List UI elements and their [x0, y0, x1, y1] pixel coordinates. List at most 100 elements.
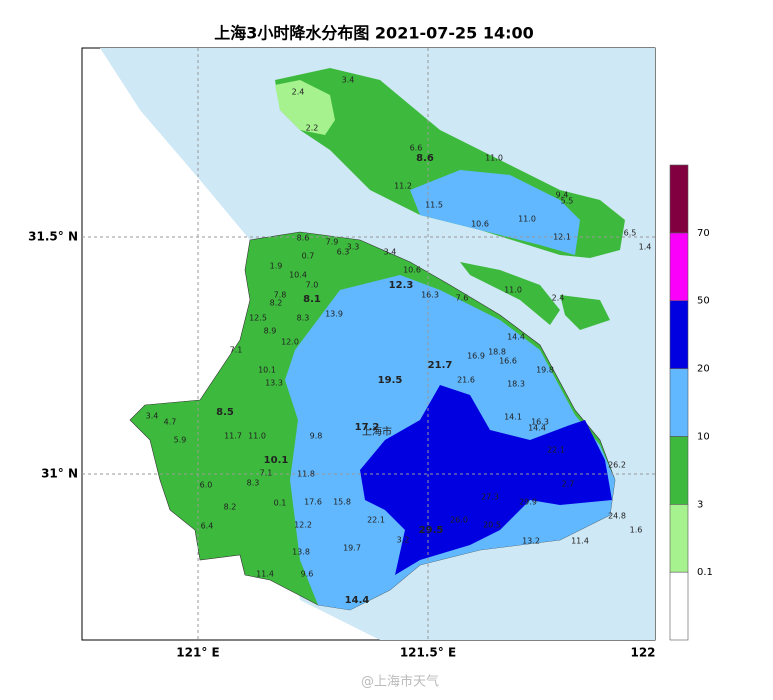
station-value: 9.8	[310, 432, 323, 441]
station-value: 7.6	[456, 294, 469, 303]
colorbar-swatch	[669, 368, 689, 437]
station-value: 5.5	[561, 197, 574, 206]
stations: 3.42.42.26.68.6 11.011.211.59.45.510.611.…	[146, 76, 652, 607]
station-value: 8.9	[264, 327, 277, 336]
station-value: 4.7	[164, 418, 177, 427]
lon-label: 121.5° E	[400, 646, 456, 660]
station-value: 16.3	[421, 291, 439, 300]
station-value: 24.8	[608, 512, 626, 521]
station-value: 9.4	[556, 191, 569, 200]
station-value: 8.2	[224, 503, 237, 512]
station-value: 15.8	[333, 498, 351, 507]
station-value: 3.4	[146, 412, 159, 421]
station-value: 1.6	[630, 526, 643, 535]
station-value: 13.8	[292, 548, 310, 557]
station-value: 2.4	[552, 294, 565, 303]
colorbar-swatch	[669, 232, 689, 302]
station-value: 0.7	[302, 252, 315, 261]
station-value: 6.5	[624, 229, 637, 238]
station-value: 11.4	[571, 537, 589, 546]
island-10-20	[410, 170, 580, 255]
lon-label: 121° E	[176, 646, 219, 660]
station-value: 17.6	[304, 498, 322, 507]
station-value: 21.6	[457, 376, 475, 385]
station-value: 11.2	[394, 182, 412, 191]
graticule	[82, 48, 655, 640]
station-value: 20.5	[483, 521, 501, 530]
station-value: 18.8	[488, 348, 506, 357]
station-value: 3.3	[347, 243, 360, 252]
station-value: 13.9	[325, 310, 343, 319]
station-value: 16.3	[531, 418, 549, 427]
station-value: 17.2	[355, 422, 380, 433]
station-value: 14.4	[507, 333, 525, 342]
station-value: 16.9	[467, 352, 485, 361]
station-value: 8.3	[247, 479, 260, 488]
station-value: 7.9	[326, 238, 339, 247]
station-value: 11.4	[256, 570, 274, 579]
station-value: 8.3	[297, 314, 310, 323]
station-value: 1.4	[639, 243, 652, 252]
station-value: 29.5	[419, 525, 444, 536]
colorbar-swatch	[669, 164, 689, 234]
station-value: 8.6	[297, 234, 310, 243]
changxing-island	[460, 262, 560, 325]
station-value: 12.2	[294, 521, 312, 530]
station-value: 27.3	[481, 493, 499, 502]
station-value: 9.6	[301, 570, 314, 579]
station-value: 21.7	[428, 360, 453, 371]
lat-label: 31° N	[41, 467, 78, 481]
station-value: 6.4	[201, 522, 214, 531]
station-value: 12.1	[553, 233, 571, 242]
station-value: 2.2	[306, 124, 319, 133]
station-value: 7.0	[306, 281, 319, 290]
station-value: 3.4	[342, 76, 355, 85]
station-value: 0.1	[274, 499, 287, 508]
station-value: 8.6	[416, 153, 434, 164]
region-20-50	[360, 385, 612, 575]
station-value: 14.4	[528, 424, 546, 433]
station-value: 14.1	[504, 413, 522, 422]
station-value: 19.5	[378, 375, 403, 386]
colorbar: 0.1 3 10 20 50 70	[669, 164, 713, 641]
station-value: 11.5	[425, 201, 443, 210]
colorbar-swatch	[669, 436, 689, 505]
station-value: 12.3	[389, 280, 414, 291]
station-value: 12.5	[249, 314, 267, 323]
station-value: 11.8	[297, 470, 315, 479]
station-value: 10.6	[403, 266, 421, 275]
station-value: 10.4	[289, 271, 307, 280]
colorbar-label: 10	[697, 431, 710, 442]
watermark: @上海市天气	[361, 674, 439, 690]
station-value: 7.1	[230, 346, 243, 355]
colorbar-swatch	[669, 300, 689, 369]
colorbar-label: 3	[697, 499, 703, 510]
station-value: 26.2	[608, 461, 626, 470]
station-value: 10.1	[258, 366, 276, 375]
station-value: 19.8	[536, 366, 554, 375]
lon-label: 122	[630, 646, 655, 660]
station-value: 11.0	[518, 215, 536, 224]
station-value: 6.0	[200, 481, 213, 490]
station-value: 10.6	[471, 220, 489, 229]
island-0.1-3	[275, 80, 335, 135]
station-value: 10.1	[264, 455, 289, 466]
station-value: 2.7	[562, 480, 575, 489]
station-value: 13.3	[265, 379, 283, 388]
station-value: 11.7	[224, 432, 242, 441]
station-value: 13.2	[522, 537, 540, 546]
station-value: 7.8	[274, 291, 287, 300]
title: 上海3小时降水分布图 2021-07-25 14:00	[214, 24, 534, 43]
colorbar-label: 20	[697, 364, 710, 375]
lat-label: 31.5° N	[28, 230, 78, 244]
colorbar-swatch	[669, 571, 689, 641]
station-value: 12.0	[281, 338, 299, 347]
colorbar-label: 70	[697, 228, 710, 239]
colorbar-label: 50	[697, 296, 710, 307]
station-value: 5.9	[174, 436, 187, 445]
station-value: 3.2	[397, 536, 410, 545]
station-value: 11.0	[248, 432, 266, 441]
colorbar-label: 0.1	[697, 567, 713, 578]
hengsha-island	[560, 295, 610, 330]
